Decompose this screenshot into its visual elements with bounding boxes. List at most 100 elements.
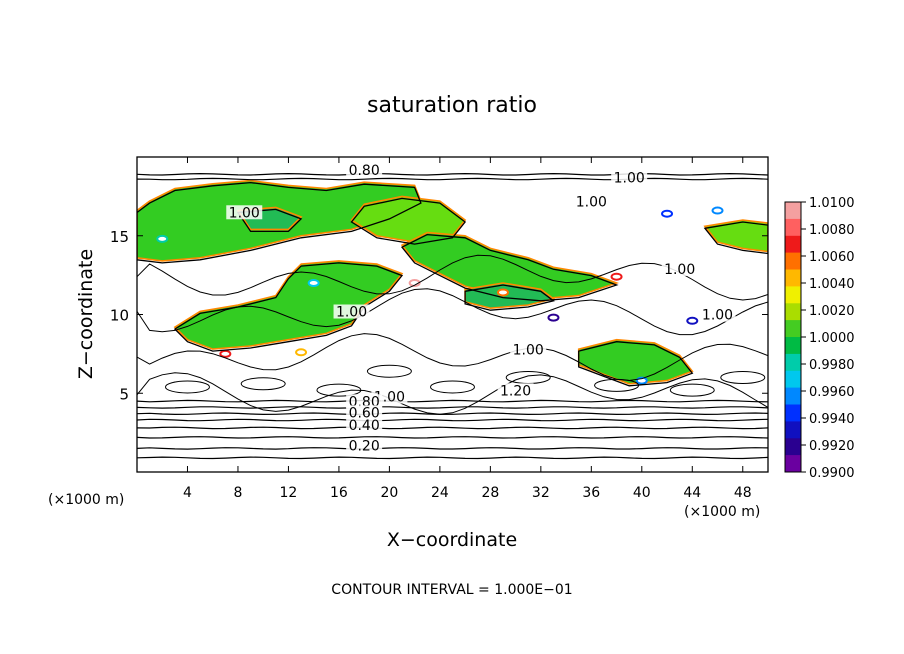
contour-interval-note: CONTOUR INTERVAL = 1.000E−01 [331, 582, 572, 598]
contour-line [137, 333, 768, 382]
saturation-spot [711, 206, 724, 215]
contour-line [703, 221, 768, 255]
saturation-spot [219, 349, 232, 358]
contour-label-bg [346, 162, 383, 177]
colorbar-label: 0.9900 [809, 466, 855, 481]
contour-label-bg [497, 383, 534, 398]
colorbar-label: 0.9920 [809, 439, 855, 454]
contour-line [236, 208, 303, 233]
x-axis-label: X−coordinate [387, 529, 517, 551]
colorbar-swatch [785, 303, 801, 321]
saturation-patch [173, 260, 404, 350]
y-axis: 5 10 15 [110, 228, 768, 403]
colorbar-swatch [785, 353, 801, 372]
saturation-spot [295, 348, 308, 357]
saturation-spot [610, 272, 623, 281]
contour-label-bg [346, 438, 383, 453]
x-tick-label: 16 [330, 485, 348, 501]
contour-label: 0.80 [349, 163, 380, 179]
plot-area [137, 157, 768, 472]
x-tick-label: 36 [582, 485, 600, 501]
contour-label: 0.20 [349, 438, 380, 454]
y-axis-label: Z−coordinate [75, 249, 97, 379]
x-tick-label: 32 [532, 485, 550, 501]
contour-label: 1.20 [500, 383, 531, 399]
contour-line [137, 436, 768, 439]
contour-line [464, 284, 555, 311]
colorbar-label: 1.0000 [809, 331, 855, 346]
saturation-spot [307, 279, 320, 287]
x-tick-label: 40 [633, 485, 651, 501]
contour-line [578, 341, 694, 387]
colorbar-swatch [785, 438, 801, 456]
colorbar-swatch [785, 218, 801, 237]
x-tick-label: 48 [734, 485, 752, 501]
contour-line [137, 181, 422, 264]
saturation-spot [496, 288, 509, 297]
x-unit-left: (×1000 m) [48, 492, 124, 508]
colorbar-label: 1.0060 [809, 250, 855, 265]
colorbar-label: 1.0100 [809, 196, 855, 211]
contour-label-bg [346, 394, 383, 409]
y-tick-label: 15 [110, 228, 129, 246]
colorbar-swatch [785, 235, 801, 254]
colorbar-label: 0.9940 [809, 412, 855, 427]
contour-label: 1.00 [513, 342, 544, 358]
colorbar-swatch [785, 455, 801, 473]
colorbar: 1.0100 1.0080 1.0060 1.0040 1.0020 1.0000 0.99… [784, 196, 855, 481]
contour-line [350, 197, 467, 245]
saturation-spot [686, 316, 699, 325]
contour-label-bg [226, 205, 263, 220]
saturation-spot [156, 234, 169, 243]
contour-line [137, 372, 768, 415]
x-tick-label: 8 [233, 485, 242, 501]
contour-label: 1.00 [336, 305, 367, 321]
contour-loop [430, 380, 475, 394]
colorbar-swatch [785, 269, 801, 287]
y-tick-label: 5 [119, 385, 129, 403]
colorbar-swatch [785, 370, 801, 389]
x-tick-label: 4 [183, 485, 192, 501]
contour-line [137, 412, 768, 416]
colorbar-swatch [785, 387, 801, 405]
x-tick-label: 44 [683, 485, 701, 501]
x-tick-label: 24 [431, 485, 449, 501]
contour-label-bg [346, 417, 383, 432]
colorbar-swatch [785, 320, 801, 338]
saturation-field [137, 179, 768, 385]
contour-label-bg [661, 261, 698, 276]
colorbar-swatch [785, 404, 801, 422]
x-tick-label: 28 [481, 485, 499, 501]
colorbar-label: 1.0040 [809, 277, 855, 292]
x-tick-label: 20 [380, 485, 398, 501]
contour-loop [669, 383, 715, 397]
contour-label-bg [699, 307, 736, 322]
contour-line [137, 447, 768, 450]
contour-label-bg [611, 170, 648, 185]
contour-line [137, 418, 768, 422]
colorbar-swatch [785, 202, 801, 220]
saturation-spot [547, 313, 560, 322]
contour-loop [316, 383, 362, 397]
contour-label: 1.00 [229, 205, 260, 221]
contour-lines [137, 172, 768, 460]
x-unit-right: (×1000 m) [684, 504, 760, 520]
saturation-spot [408, 279, 421, 287]
chart-title: saturation ratio [367, 93, 537, 118]
contour-label: 1.00 [664, 262, 695, 278]
colorbar-swatch [785, 421, 801, 439]
contour-label: 1.00 [614, 171, 645, 187]
contour-line [137, 406, 768, 409]
contour-line [400, 233, 619, 302]
colorbar-label: 0.9980 [809, 358, 855, 373]
colorbar-swatch [785, 286, 801, 304]
contour-label: 1.00 [702, 308, 733, 324]
contour-loop [164, 380, 210, 394]
saturation-spot [661, 209, 674, 218]
contour-label: 0.60 [349, 405, 380, 421]
contour-label-bg [510, 342, 547, 357]
contour-label-bg [346, 405, 383, 420]
colorbar-label: 1.0080 [809, 223, 855, 238]
contour-label: 1.00 [576, 194, 607, 210]
